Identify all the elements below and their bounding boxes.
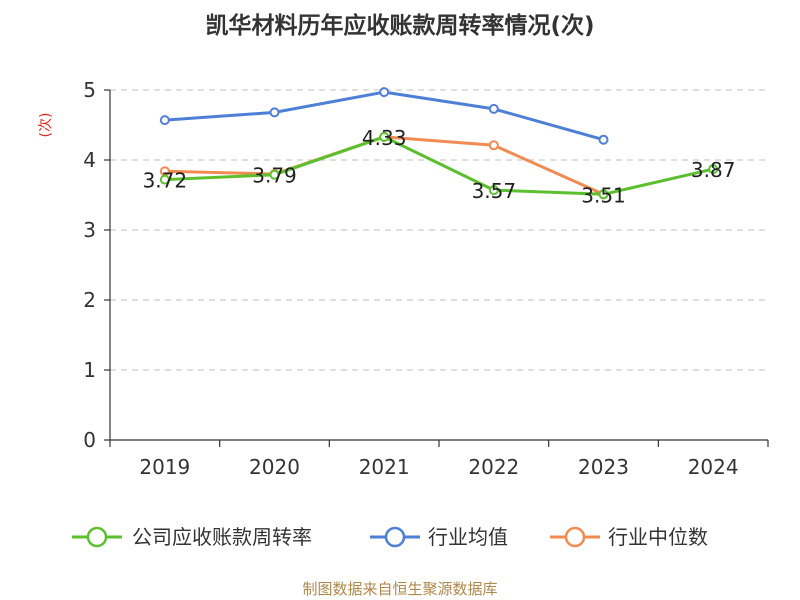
data-label: 3.51 (581, 183, 626, 207)
y-tick-label: 0 (83, 428, 96, 452)
axes: 0 1 2 3 4 5 2019 2020 2021 2022 2023 2024 (83, 78, 769, 479)
data-point (598, 189, 609, 200)
data-point (269, 169, 280, 180)
data-label: 3.87 (691, 158, 736, 182)
data-point (379, 87, 390, 98)
data-label: 3.79 (252, 164, 297, 188)
grid (110, 89, 768, 371)
series (159, 87, 719, 200)
legend-marker (86, 526, 108, 548)
data-point (269, 107, 280, 118)
y-tick-label: 3 (83, 218, 96, 242)
data-point (598, 134, 609, 145)
legend-label: 公司应收账款周转率 (132, 525, 312, 549)
legend-label: 行业中位数 (608, 525, 708, 549)
x-tick-label: 2022 (468, 455, 519, 479)
data-point (488, 103, 499, 114)
data-point (159, 115, 170, 126)
data-point (488, 185, 499, 196)
x-tick-label: 2023 (578, 455, 629, 479)
legend: 公司应收账款周转率 行业均值 行业中位数 (72, 525, 708, 549)
data-label: 3.72 (143, 169, 188, 193)
data-point (159, 174, 170, 185)
y-tick-label: 5 (83, 78, 96, 102)
y-axis-label: (次) (38, 113, 54, 138)
x-tick-label: 2020 (249, 455, 300, 479)
data-point (379, 131, 390, 142)
data-label: 4.33 (362, 126, 407, 150)
x-tick-label: 2019 (139, 455, 190, 479)
data-point (488, 140, 499, 151)
x-tick-label: 2021 (359, 455, 410, 479)
legend-marker (384, 526, 406, 548)
series-line-0 (164, 135, 714, 196)
legend-label: 行业均值 (428, 525, 508, 549)
data-point (708, 164, 719, 175)
chart-title: 凯华材料历年应收账款周转率情况(次) (205, 12, 594, 39)
legend-marker (564, 526, 586, 548)
y-tick-label: 2 (83, 288, 96, 312)
data-label: 3.57 (472, 179, 517, 203)
x-tick-label: 2024 (688, 455, 739, 479)
y-tick-label: 4 (83, 148, 96, 172)
data-labels: 3.72 3.79 4.33 3.57 3.51 3.87 (143, 126, 736, 207)
source-note: 制图数据来自恒生聚源数据库 (302, 580, 497, 598)
y-tick-label: 1 (83, 358, 96, 382)
